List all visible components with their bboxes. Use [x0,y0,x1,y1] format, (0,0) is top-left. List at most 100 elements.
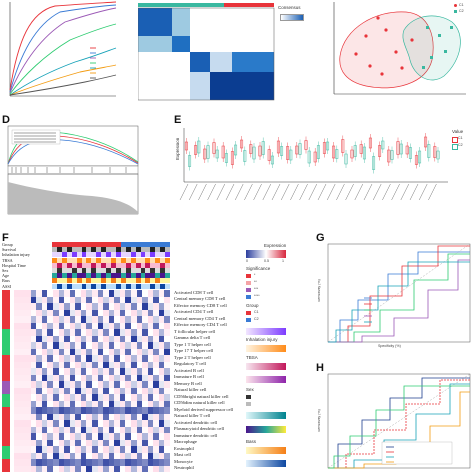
heatmap-cell [58,446,65,453]
heatmap-cell [36,361,43,369]
heatmap-cell [153,316,160,323]
heatmap-cell [25,459,31,466]
heatmap-cell [136,355,143,362]
heatmap-cell [158,348,165,356]
heatmap-cell [108,446,115,453]
heatmap-cell [153,374,160,382]
heatmap-cell [103,394,109,401]
heatmap-cell [53,296,59,304]
boxplot-xtick-label [290,183,299,201]
boxplot-xtick-label [280,183,290,201]
heatmap-cell [136,309,143,317]
heatmap-cell [131,342,137,349]
heatmap-cell [25,433,31,440]
heatmap-cell [153,381,160,388]
annotation-cell [86,257,92,263]
heatmap-cell [80,413,87,421]
heatmap-cell [69,348,76,356]
heatmap-cell [30,303,37,310]
heatmap-cell [125,361,132,369]
annotation-cell [140,247,146,253]
annotation-cell [145,268,151,273]
heatmap-cell [125,322,132,330]
annotation-cell [160,273,166,279]
heatmap-cell [153,413,160,421]
consensus-matrix-svg [138,7,275,101]
heatmap-cell [114,413,121,421]
heatmap-cell [97,387,104,395]
heatmap-cell [142,439,148,447]
heatmap-cell [108,355,115,362]
heatmap-cell [125,439,132,447]
annotation-cell [111,247,117,253]
heatmap-cell [97,407,104,414]
heatmap-panel: Group Survival Inhalation injury TBSA Hospit… [0,240,300,474]
annotation-cell [130,252,136,258]
heatmap-cell [36,420,43,427]
heatmap-cell [114,342,121,349]
heatmap-left-bar-segment [2,368,10,382]
heatmap-cell [136,335,143,343]
heatmap-cell [75,355,82,362]
heatmap-cell [97,459,104,466]
heatmap-cell [86,309,93,317]
boxplot-xtick-label [198,183,207,201]
heatmap-cell [36,342,43,349]
heatmap-cell [108,459,115,466]
panel-letter-f: F [2,232,9,244]
heatmap-cell [75,329,82,336]
heatmap-cell [69,426,76,434]
heatmap-cell [125,413,132,421]
heatmap-cell [47,290,54,297]
heatmap-cell [58,433,65,440]
annotation-cell [96,247,102,253]
consensus-top-bar-c2 [224,3,274,7]
heatmap-cell [86,374,93,382]
legend-expression-tick-0: 0 [246,259,248,263]
heatmap-cell [131,329,137,336]
heatmap-cell [30,394,37,401]
heatmap-cell [136,374,143,382]
heatmap-cell [136,387,143,395]
heatmap-cell [69,322,76,330]
annotation-cell [61,247,68,253]
heatmap-cell [153,348,160,356]
roc-g-ylabel: Sensitivity (%) [318,279,321,302]
boxplot-xtick-label [271,183,281,201]
heatmap-cell [92,296,98,304]
heatmap-cell [86,394,93,401]
heatmap-cell [30,329,37,336]
heatmap-row-label: Memory B cell [174,380,202,386]
heatmap-cell [108,426,115,434]
heatmap-cell [147,342,154,349]
heatmap-left-bar [2,290,10,473]
annotation-cell [165,247,171,253]
heatmap-cell [19,309,26,317]
heatmap-cell [19,452,26,460]
heatmap-cell [103,329,109,336]
heatmap-cell [108,322,115,330]
heatmap-cell [114,381,121,388]
heatmap-cell [58,342,65,349]
annotation-cell [76,257,82,263]
sex-swatch-2 [246,402,251,406]
heatmap-cell [53,355,59,362]
heatmap-cell [47,368,54,375]
heatmap-cell [97,316,104,323]
annotation-cell [81,262,87,268]
heatmap-left-bar-segment [2,433,10,447]
annotation-cell [71,262,77,268]
annotation-cell [140,278,146,284]
legend-scale-violet [246,376,286,383]
annotation-cell [160,278,166,284]
heatmap-cell [64,355,70,362]
heatmap-cell [103,433,109,440]
annotation-cell [115,257,122,263]
heatmap-cell [142,342,148,349]
heatmap-cell [47,465,54,473]
annotation-row-label: Hospital Time [2,262,26,268]
heatmap-cell [114,355,121,362]
heatmap-cell [80,446,87,453]
pca-points-c2 [422,26,453,69]
heatmap-cell [47,355,54,362]
